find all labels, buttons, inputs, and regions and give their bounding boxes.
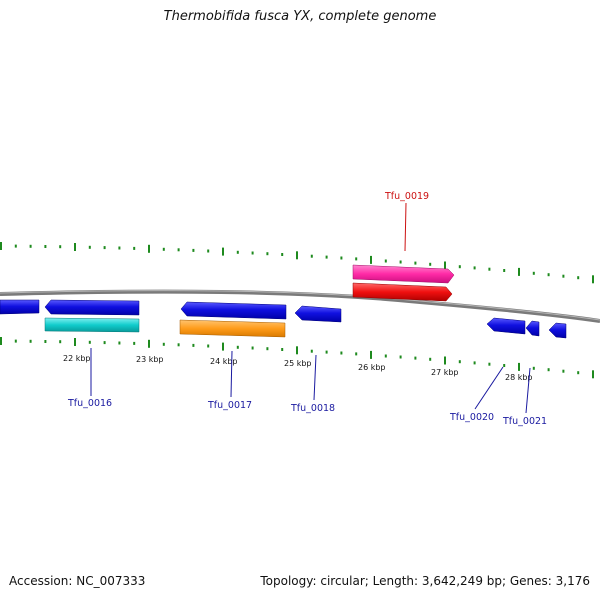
scale-label-26kbp: 26 kbp [358,363,386,372]
gene-label-tfu-0021[interactable]: Tfu_0021 [502,416,547,427]
gene-blue-left-edge[interactable] [0,299,40,315]
gene-tfu-0019-pink[interactable] [352,264,455,284]
gene-blue-tfu-0021-a[interactable] [525,320,540,337]
inner-tick-marks [0,337,594,379]
leader-tfu-0018 [313,354,317,401]
map-title: Thermobifida fusca YX, complete genome [163,9,437,24]
gene-blue-tfu-0017-region[interactable] [180,301,287,320]
leader-tfu-0021 [525,367,531,414]
gene-label-tfu-0019[interactable]: Tfu_0019 [384,191,429,202]
scale-label-24kbp: 24 kbp [210,357,238,366]
scale-label-25kbp: 25 kbp [284,359,312,368]
gene-blue-tfu-0018[interactable] [294,305,342,323]
gene-label-tfu-0016[interactable]: Tfu_0016 [67,398,112,409]
gene-label-tfu-0017[interactable]: Tfu_0017 [207,400,252,411]
gene-blue-tfu-0016-region[interactable] [44,299,140,316]
accession-text: Accession: NC_007333 [9,574,146,588]
outer-tick-marks [0,242,594,284]
gene-blue-tfu-0020[interactable] [486,317,526,335]
gene-orange[interactable] [179,319,286,338]
leader-tfu-0017 [230,350,233,398]
gene-label-tfu-0018[interactable]: Tfu_0018 [290,403,335,414]
gene-label-tfu-0020[interactable]: Tfu_0020 [449,412,494,423]
scale-label-22kbp: 22 kbp [63,354,91,363]
genome-summary-text: Topology: circular; Length: 3,642,249 bp… [260,574,590,588]
gene-cyan[interactable] [44,317,140,333]
scale-label-27kbp: 27 kbp [431,368,459,377]
gene-red[interactable] [352,282,453,302]
scale-label-28kbp: 28 kbp [505,373,533,382]
leader-tfu-0020 [474,366,504,410]
gene-blue-tfu-0021-b[interactable] [548,322,567,339]
scale-label-23kbp: 23 kbp [136,355,164,364]
leader-tfu-0019 [404,202,407,252]
